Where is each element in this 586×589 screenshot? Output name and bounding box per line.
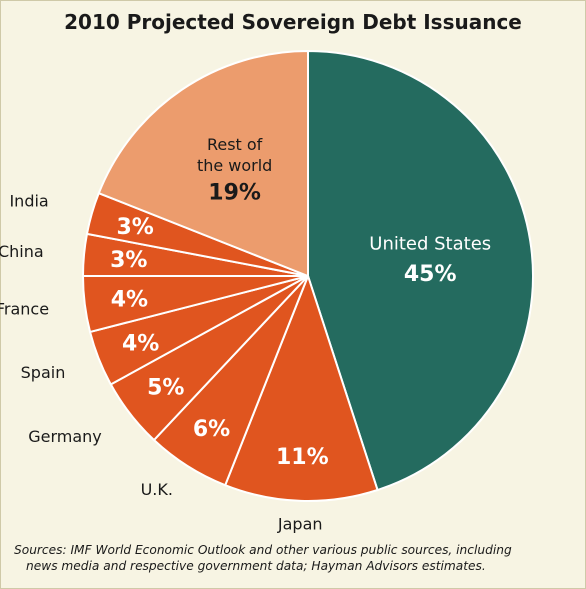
slice-name-spain: Spain [21,363,66,382]
slice-name-japan: Japan [277,514,323,533]
slice-name-india: India [9,192,48,211]
pie-labels: United States 45% 11% Japan 6% U.K. 5% Germany 4… [0,135,491,533]
slice-value-spain: 4% [122,331,159,356]
slice-value-germany: 5% [147,375,184,400]
pie-slice-rest-of-the-world [97,49,309,278]
slice-name-germany: Germany [28,427,102,446]
sources-line-2: news media and respective government dat… [26,559,486,573]
chart-title: 2010 Projected Sovereign Debt Issuance [64,10,522,34]
slice-name-rest-of-the-world-2: the world [197,156,272,175]
slice-name-u-k: U.K. [141,480,173,499]
pie-slices [81,49,534,502]
slice-value-united-states: 45% [404,262,457,287]
pie-slice-japan [223,273,379,502]
slice-name-united-states: United States [369,234,491,255]
sources-note: Sources: IMF World Economic Outlook and … [14,542,579,574]
slice-value-india: 3% [116,215,153,240]
sources-line-1: Sources: IMF World Economic Outlook and … [14,543,512,557]
slice-value-japan: 11% [276,445,329,470]
slice-value-rest-of-the-world: 19% [208,181,261,206]
slice-value-china: 3% [110,248,147,273]
slice-name-france: France [0,300,49,319]
slice-name-china: China [0,242,44,261]
slice-name-rest-of-the-world-1: Rest of [207,135,263,154]
slice-value-france: 4% [111,288,148,313]
slice-value-u-k: 6% [193,417,230,442]
pie-chart: United States 45% 11% Japan 6% U.K. 5% Germany 4… [0,49,534,533]
pie-slice-united-states [307,49,534,492]
